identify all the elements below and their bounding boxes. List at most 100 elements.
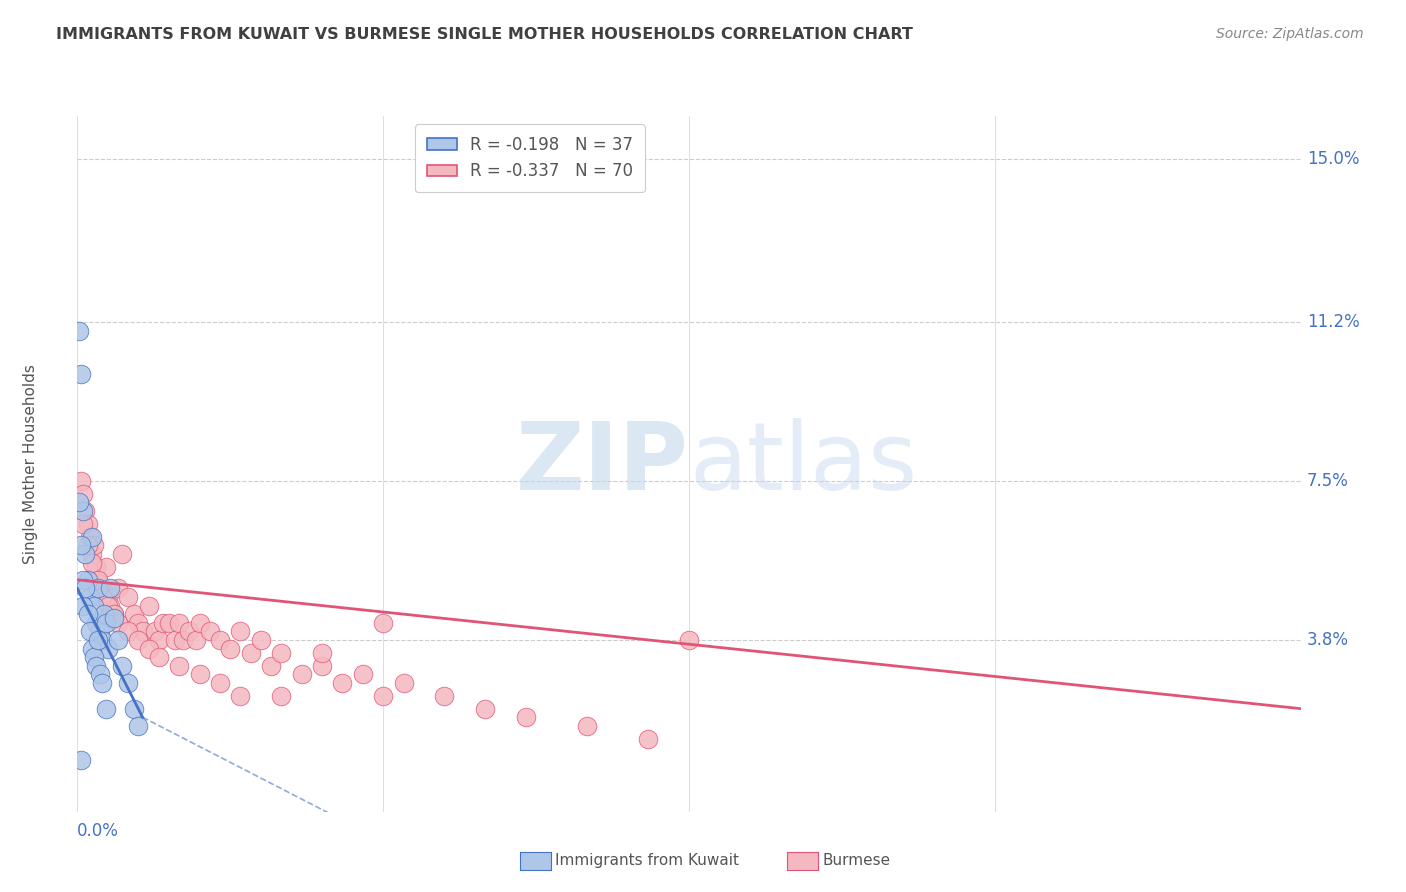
Point bbox=[332, 676, 354, 690]
Text: 3.8%: 3.8% bbox=[1306, 631, 1348, 648]
Point bbox=[90, 590, 112, 604]
Point bbox=[371, 689, 394, 703]
Point bbox=[83, 650, 105, 665]
Point bbox=[165, 632, 187, 647]
Point bbox=[97, 641, 120, 656]
Point bbox=[148, 632, 170, 647]
Point bbox=[371, 615, 394, 630]
Point bbox=[94, 560, 117, 574]
Point bbox=[138, 641, 160, 656]
Point bbox=[76, 573, 98, 587]
Text: IMMIGRANTS FROM KUWAIT VS BURMESE SINGLE MOTHER HOUSEHOLDS CORRELATION CHART: IMMIGRANTS FROM KUWAIT VS BURMESE SINGLE… bbox=[56, 27, 912, 42]
Point bbox=[179, 624, 201, 639]
Point bbox=[172, 632, 194, 647]
Point bbox=[80, 547, 103, 561]
Point bbox=[239, 646, 262, 660]
Point bbox=[270, 689, 292, 703]
Text: Single Mother Households: Single Mother Households bbox=[24, 364, 38, 564]
Point bbox=[79, 624, 101, 639]
Point bbox=[111, 658, 134, 673]
Point bbox=[103, 607, 125, 622]
Point bbox=[678, 632, 700, 647]
Point bbox=[89, 624, 111, 639]
Point bbox=[184, 632, 207, 647]
Point bbox=[84, 658, 107, 673]
Point bbox=[84, 560, 107, 574]
Point bbox=[152, 615, 174, 630]
Point bbox=[290, 667, 312, 681]
Point bbox=[250, 632, 273, 647]
Point bbox=[107, 615, 129, 630]
Text: 7.5%: 7.5% bbox=[1306, 472, 1348, 490]
Point bbox=[70, 474, 93, 488]
Point bbox=[169, 615, 191, 630]
Point bbox=[94, 615, 117, 630]
Point bbox=[90, 676, 112, 690]
Point bbox=[75, 547, 97, 561]
Point bbox=[208, 632, 231, 647]
Text: 11.2%: 11.2% bbox=[1306, 313, 1360, 331]
Point bbox=[72, 516, 94, 531]
Point bbox=[98, 582, 121, 596]
Point bbox=[89, 667, 111, 681]
Point bbox=[79, 590, 101, 604]
Text: 0.0%: 0.0% bbox=[77, 822, 120, 840]
Point bbox=[80, 530, 103, 544]
Point bbox=[107, 582, 129, 596]
Point bbox=[70, 753, 93, 767]
Point bbox=[127, 632, 149, 647]
Text: Immigrants from Kuwait: Immigrants from Kuwait bbox=[555, 854, 740, 868]
Legend: R = -0.198   N = 37, R = -0.337   N = 70: R = -0.198 N = 37, R = -0.337 N = 70 bbox=[415, 124, 645, 192]
Point bbox=[637, 731, 659, 746]
Point bbox=[80, 556, 103, 570]
Point bbox=[576, 719, 599, 733]
Point bbox=[76, 607, 98, 622]
Point bbox=[117, 590, 139, 604]
Point bbox=[75, 582, 97, 596]
Point bbox=[260, 658, 283, 673]
Text: 15.0%: 15.0% bbox=[1306, 150, 1360, 168]
Point bbox=[103, 607, 125, 622]
Point bbox=[72, 504, 94, 518]
Point bbox=[87, 632, 110, 647]
Point bbox=[67, 324, 90, 338]
Point bbox=[70, 367, 93, 381]
Point bbox=[117, 624, 139, 639]
Point bbox=[392, 676, 415, 690]
Point bbox=[124, 607, 146, 622]
Point bbox=[515, 710, 537, 724]
Point bbox=[90, 632, 112, 647]
Point bbox=[352, 667, 374, 681]
Point bbox=[229, 689, 252, 703]
Point bbox=[138, 599, 160, 613]
Point bbox=[97, 590, 120, 604]
Point bbox=[87, 573, 110, 587]
Point bbox=[83, 599, 105, 613]
Point bbox=[72, 487, 94, 501]
Point bbox=[103, 611, 125, 625]
Point bbox=[229, 624, 252, 639]
Point bbox=[311, 658, 333, 673]
Point bbox=[75, 504, 97, 518]
Text: atlas: atlas bbox=[689, 417, 917, 510]
Point bbox=[311, 646, 333, 660]
Point bbox=[72, 573, 94, 587]
Point bbox=[127, 719, 149, 733]
Point bbox=[84, 615, 107, 630]
Point bbox=[70, 538, 93, 552]
Point bbox=[117, 676, 139, 690]
Text: ZIP: ZIP bbox=[516, 417, 689, 510]
Point bbox=[80, 641, 103, 656]
Point bbox=[208, 676, 231, 690]
Point bbox=[127, 615, 149, 630]
Point bbox=[157, 615, 180, 630]
Point bbox=[107, 632, 129, 647]
Point bbox=[131, 624, 153, 639]
Point bbox=[87, 573, 110, 587]
Point bbox=[270, 646, 292, 660]
Point bbox=[76, 516, 98, 531]
Point bbox=[474, 701, 496, 715]
Point bbox=[148, 650, 170, 665]
Point bbox=[87, 582, 110, 596]
Text: Burmese: Burmese bbox=[823, 854, 890, 868]
